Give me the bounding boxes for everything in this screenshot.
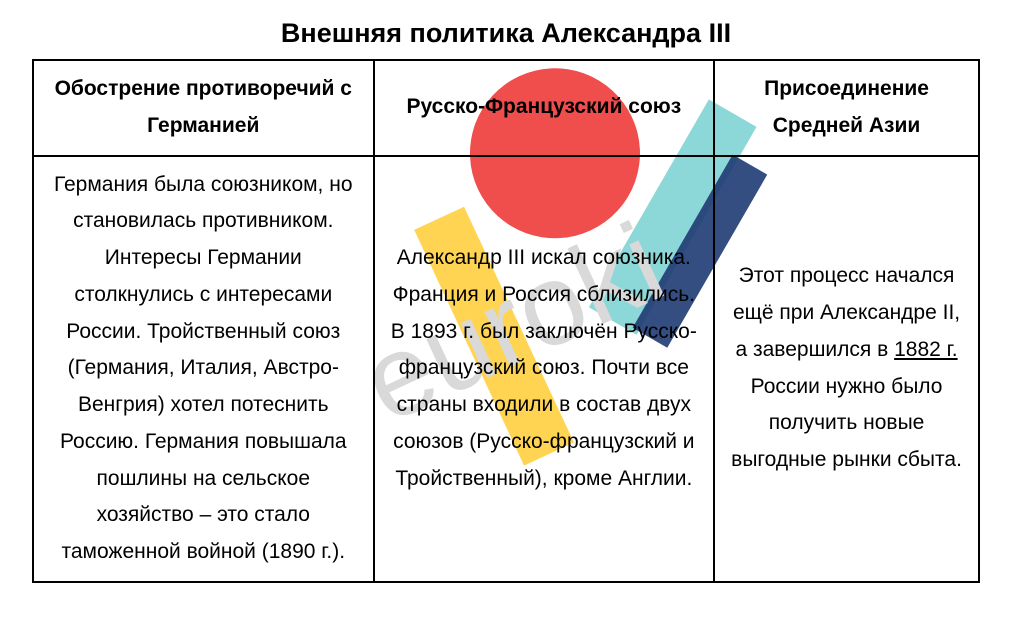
table-cell: Александр III искал союзника. Франция и … — [374, 156, 715, 582]
table-cell: Этот процесс начался ещё при Александре … — [714, 156, 979, 582]
cell-text-post: России нужно было получить новые выгодны… — [731, 375, 962, 472]
cell-text-underline: 1882 г. — [894, 338, 957, 361]
column-header: Присоединение Средней Азии — [714, 60, 979, 156]
table-row: Германия была союзником, но становилась … — [33, 156, 979, 582]
table-cell: Германия была союзником, но становилась … — [33, 156, 374, 582]
column-header: Русско-Французский союз — [374, 60, 715, 156]
document-content: Внешняя политика Александра III Обострен… — [32, 18, 980, 583]
page-title: Внешняя политика Александра III — [32, 18, 980, 49]
table-header-row: Обострение противоречий с Германией Русс… — [33, 60, 979, 156]
column-header: Обострение противоречий с Германией — [33, 60, 374, 156]
policy-table: Обострение противоречий с Германией Русс… — [32, 59, 980, 583]
